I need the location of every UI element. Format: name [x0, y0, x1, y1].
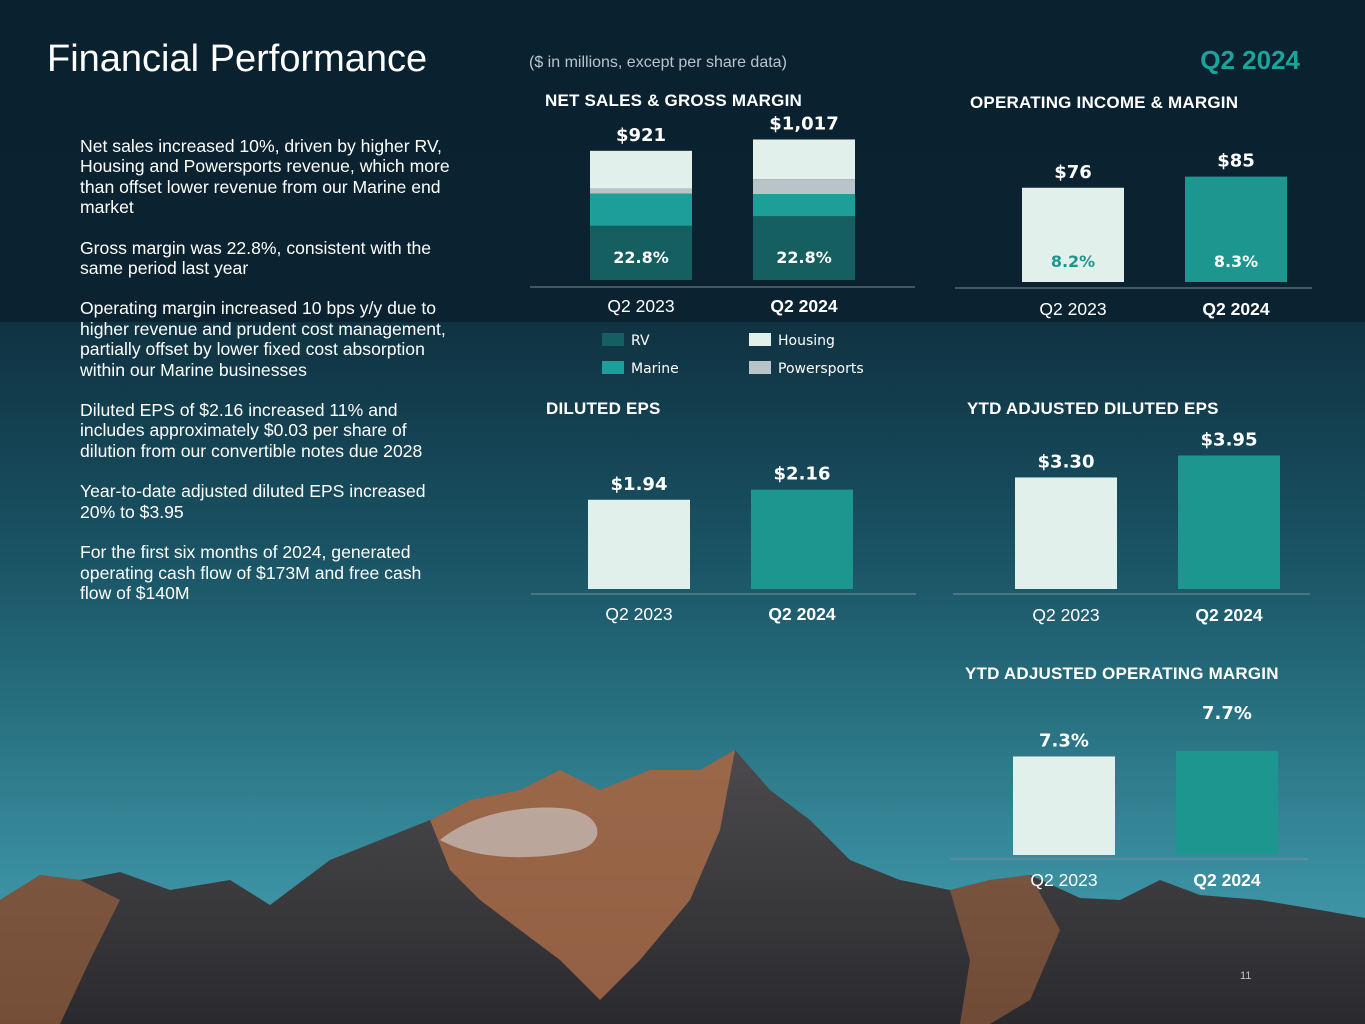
legend-label-powersports: Powersports [778, 361, 864, 377]
ytd-margin-value-label: 7.3% [1039, 730, 1089, 751]
net-sales-category-label: Q2 2024 [770, 296, 837, 316]
sunlit-ridge-2 [0, 875, 120, 1024]
net-sales-bar-powersports [753, 179, 855, 195]
legend-label-marine: Marine [631, 361, 679, 377]
bullet-net-sales: Net sales increased 10%, driven by highe… [80, 136, 450, 218]
diluted-eps-category-label: Q2 2024 [768, 604, 835, 624]
gross-margin-label: 22.8% [613, 248, 669, 267]
ytd-eps-value-label: $3.95 [1201, 429, 1258, 450]
operating-income-value-label: $76 [1054, 162, 1092, 183]
diluted-eps-bar [588, 499, 690, 589]
legend-swatch-marine [602, 361, 624, 374]
cloud [440, 807, 598, 858]
ytd-eps-value-label: $3.30 [1038, 451, 1095, 472]
gross-margin-label: 22.8% [776, 248, 832, 267]
operating-income-bar [1185, 176, 1287, 282]
bullet-diluted-eps: Diluted EPS of $2.16 increased 11% and i… [80, 400, 423, 461]
legend-swatch-powersports [749, 361, 771, 374]
ytd-margin-bar [1176, 751, 1278, 855]
legend-label-housing: Housing [778, 333, 835, 349]
operating-income-bar [1022, 187, 1124, 282]
ytd-eps-bar [1015, 477, 1117, 589]
operating-income-title: OPERATING INCOME & MARGIN [970, 93, 1239, 112]
operating-income-margin-label: 8.2% [1051, 252, 1095, 271]
operating-income-category-label: Q2 2023 [1039, 299, 1106, 319]
ytd-margin-title: YTD ADJUSTED OPERATING MARGIN [965, 664, 1279, 683]
sunlit-ridge-3 [950, 875, 1060, 1024]
diluted-eps-value-label: $1.94 [611, 474, 668, 495]
net-sales-bar-housing [590, 150, 692, 189]
page-title: Financial Performance [47, 38, 428, 80]
bullet-gross-margin: Gross margin was 22.8%, consistent with … [80, 237, 432, 279]
diluted-eps-title: DILUTED EPS [546, 399, 661, 418]
diluted-eps-value-label: $2.16 [774, 464, 831, 485]
diluted-eps-bar [751, 489, 853, 589]
net-sales-bar-marine [590, 193, 692, 226]
net-sales-bar-marine [753, 194, 855, 217]
net-sales-title: NET SALES & GROSS MARGIN [545, 91, 802, 110]
net-sales-total-label: $921 [616, 125, 666, 146]
net-sales-bar-powersports [590, 188, 692, 194]
net-sales-category-label: Q2 2023 [607, 296, 674, 316]
operating-income-margin-label: 8.3% [1214, 252, 1258, 271]
ytd-eps-category-label: Q2 2024 [1195, 605, 1262, 625]
diluted-eps-category-label: Q2 2023 [605, 604, 672, 624]
legend-label-rv: RV [631, 333, 650, 349]
ytd-eps-title: YTD ADJUSTED DILUTED EPS [967, 399, 1219, 418]
ytd-margin-category-label: Q2 2024 [1193, 870, 1260, 890]
net-sales-total-label: $1,017 [769, 113, 838, 134]
net-sales-bar-housing [753, 139, 855, 180]
net-sales-bar-rv [753, 216, 855, 280]
ytd-margin-bar [1013, 756, 1115, 855]
commentary: Net sales increased 10%, driven by highe… [80, 136, 450, 603]
units-note: ($ in millions, except per share data) [529, 54, 787, 71]
period-label: Q2 2024 [1200, 45, 1300, 75]
operating-income-value-label: $85 [1217, 151, 1255, 172]
bullet-cash-flow: For the first six months of 2024, genera… [80, 542, 422, 603]
net-sales-bar-rv [590, 225, 692, 280]
page-number: 11 [1240, 970, 1252, 982]
ytd-margin-value-label: 7.7% [1202, 703, 1252, 724]
legend-swatch-rv [602, 333, 624, 346]
ytd-margin-category-label: Q2 2023 [1030, 870, 1097, 890]
ytd-eps-bar [1178, 455, 1280, 589]
legend-swatch-housing [749, 333, 771, 346]
operating-income-category-label: Q2 2024 [1202, 299, 1269, 319]
ytd-eps-category-label: Q2 2023 [1032, 605, 1099, 625]
bullet-operating-margin: Operating margin increased 10 bps y/y du… [80, 298, 446, 380]
bullet-ytd-eps: Year-to-date adjusted diluted EPS increa… [80, 481, 426, 522]
